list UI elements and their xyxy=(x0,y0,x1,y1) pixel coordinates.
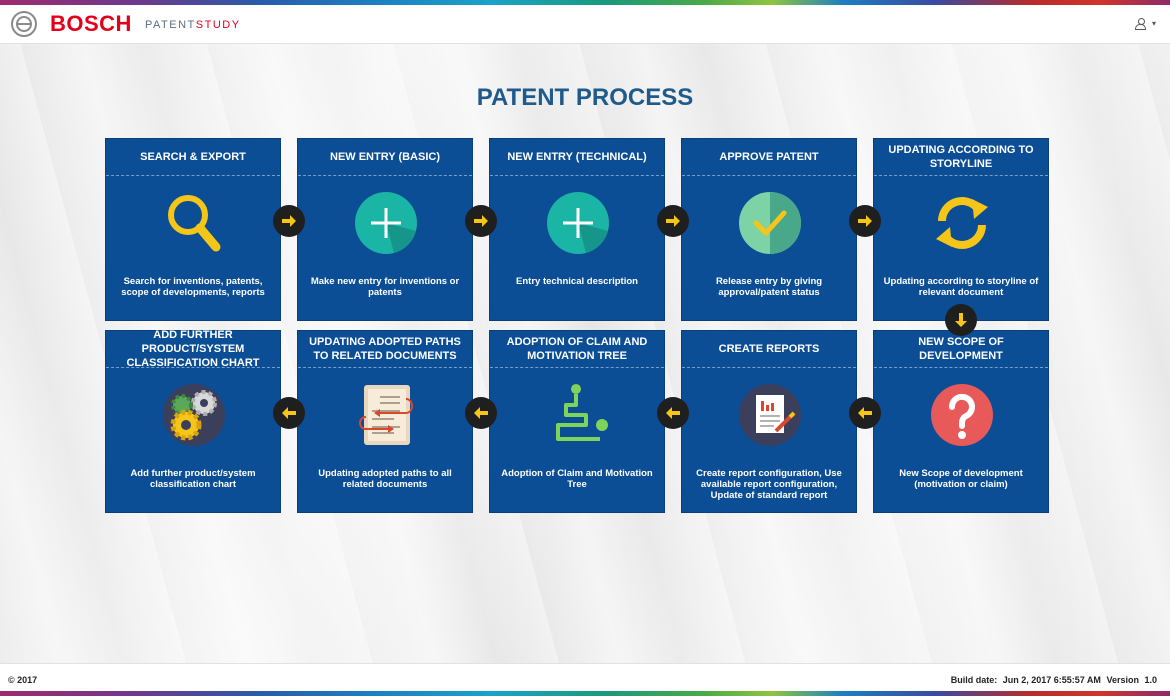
arrow-left-icon xyxy=(849,397,881,429)
card-description: Updating according to storyline of relev… xyxy=(878,276,1044,298)
checkmark-icon xyxy=(738,191,802,255)
card-description: New Scope of development (motivation or … xyxy=(878,468,1044,490)
card-title: APPROVE PATENT xyxy=(686,139,852,175)
card-description: Adoption of Claim and Motivation Tree xyxy=(494,468,660,490)
app-name-part1: PATENT xyxy=(145,19,196,31)
path-tree-icon xyxy=(546,383,610,447)
brand-name: BOSCH xyxy=(50,11,132,37)
arrow-left-icon xyxy=(657,397,689,429)
card-new-entry-basic[interactable]: NEW ENTRY (BASIC) Make new entry for inv… xyxy=(297,138,473,321)
document-arrows-icon xyxy=(354,383,418,447)
version-label: Version xyxy=(1106,675,1139,685)
app-header: BOSCH PATENTSTUDY ▾ xyxy=(0,5,1170,44)
plus-icon xyxy=(546,191,610,255)
card-divider xyxy=(490,175,664,176)
card-description: Create report configuration, Use availab… xyxy=(686,468,852,501)
card-title: ADOPTION OF CLAIM AND MOTIVATION TREE xyxy=(494,331,660,367)
card-divider xyxy=(298,175,472,176)
arrow-right-icon xyxy=(849,205,881,237)
question-icon xyxy=(930,383,994,447)
version-number: 1.0 xyxy=(1144,675,1157,685)
main-content: PATENT PROCESS SEARCH & EXPORT Search fo… xyxy=(0,44,1170,663)
card-title: CREATE REPORTS xyxy=(686,331,852,367)
chevron-down-icon: ▾ xyxy=(1152,19,1156,28)
build-date: Jun 2, 2017 6:55:57 AM xyxy=(1003,675,1101,685)
plus-icon xyxy=(354,191,418,255)
arrow-right-icon xyxy=(273,205,305,237)
bosch-logo-icon xyxy=(11,11,37,37)
arrow-left-icon xyxy=(465,397,497,429)
card-title: NEW SCOPE OF DEVELOPMENT xyxy=(878,331,1044,367)
copyright: © 2017 xyxy=(8,675,37,685)
card-title: UPDATING ACCORDING TO STORYLINE xyxy=(878,139,1044,175)
report-icon xyxy=(738,383,802,447)
app-footer: © 2017 Build date: Jun 2, 2017 6:55:57 A… xyxy=(0,663,1170,692)
card-title: UPDATING ADOPTED PATHS TO RELATED DOCUME… xyxy=(302,331,468,367)
card-description: Updating adopted paths to all related do… xyxy=(302,468,468,490)
card-divider xyxy=(682,367,856,368)
card-description: Entry technical description xyxy=(494,276,660,287)
card-create-reports[interactable]: CREATE REPORTS Create report configurati… xyxy=(681,330,857,513)
refresh-icon xyxy=(930,191,994,255)
card-add-classification-chart[interactable]: ADD FURTHER PRODUCT/SYSTEM CLASSIFICATIO… xyxy=(105,330,281,513)
user-menu[interactable]: ▾ xyxy=(1135,18,1156,29)
card-title: NEW ENTRY (TECHNICAL) xyxy=(494,139,660,175)
arrow-left-icon xyxy=(273,397,305,429)
arrow-down-icon xyxy=(945,304,977,336)
magnifier-icon xyxy=(162,191,226,255)
user-icon xyxy=(1135,18,1146,29)
card-description: Make new entry for inventions or patents xyxy=(302,276,468,298)
app-name-part2: STUDY xyxy=(196,19,241,31)
card-divider xyxy=(490,367,664,368)
build-info: Build date: Jun 2, 2017 6:55:57 AM Versi… xyxy=(948,675,1157,685)
card-description: Search for inventions, patents, scope of… xyxy=(110,276,276,298)
arrow-right-icon xyxy=(465,205,497,237)
gears-icon xyxy=(162,383,226,447)
card-divider xyxy=(298,367,472,368)
card-description: Release entry by giving approval/patent … xyxy=(686,276,852,298)
card-new-scope-development[interactable]: NEW SCOPE OF DEVELOPMENT New Scope of de… xyxy=(873,330,1049,513)
build-label: Build date: xyxy=(951,675,998,685)
card-approve-patent[interactable]: APPROVE PATENT Release entry by giving a… xyxy=(681,138,857,321)
page-title: PATENT PROCESS xyxy=(0,84,1170,112)
card-description: Add further product/system classificatio… xyxy=(110,468,276,490)
app-name: PATENTSTUDY xyxy=(145,19,241,31)
arrow-right-icon xyxy=(657,205,689,237)
card-title: NEW ENTRY (BASIC) xyxy=(302,139,468,175)
bottom-color-stripe xyxy=(0,691,1170,696)
card-search-export[interactable]: SEARCH & EXPORT Search for inventions, p… xyxy=(105,138,281,321)
card-divider xyxy=(106,367,280,368)
card-updating-adopted-paths[interactable]: UPDATING ADOPTED PATHS TO RELATED DOCUME… xyxy=(297,330,473,513)
card-divider xyxy=(106,175,280,176)
card-updating-storyline[interactable]: UPDATING ACCORDING TO STORYLINE Updating… xyxy=(873,138,1049,321)
card-divider xyxy=(874,175,1048,176)
card-title: ADD FURTHER PRODUCT/SYSTEM CLASSIFICATIO… xyxy=(110,331,276,367)
card-title: SEARCH & EXPORT xyxy=(110,139,276,175)
card-divider xyxy=(682,175,856,176)
card-adoption-claim-tree[interactable]: ADOPTION OF CLAIM AND MOTIVATION TREE Ad… xyxy=(489,330,665,513)
card-new-entry-technical[interactable]: NEW ENTRY (TECHNICAL) Entry technical de… xyxy=(489,138,665,321)
card-divider xyxy=(874,367,1048,368)
